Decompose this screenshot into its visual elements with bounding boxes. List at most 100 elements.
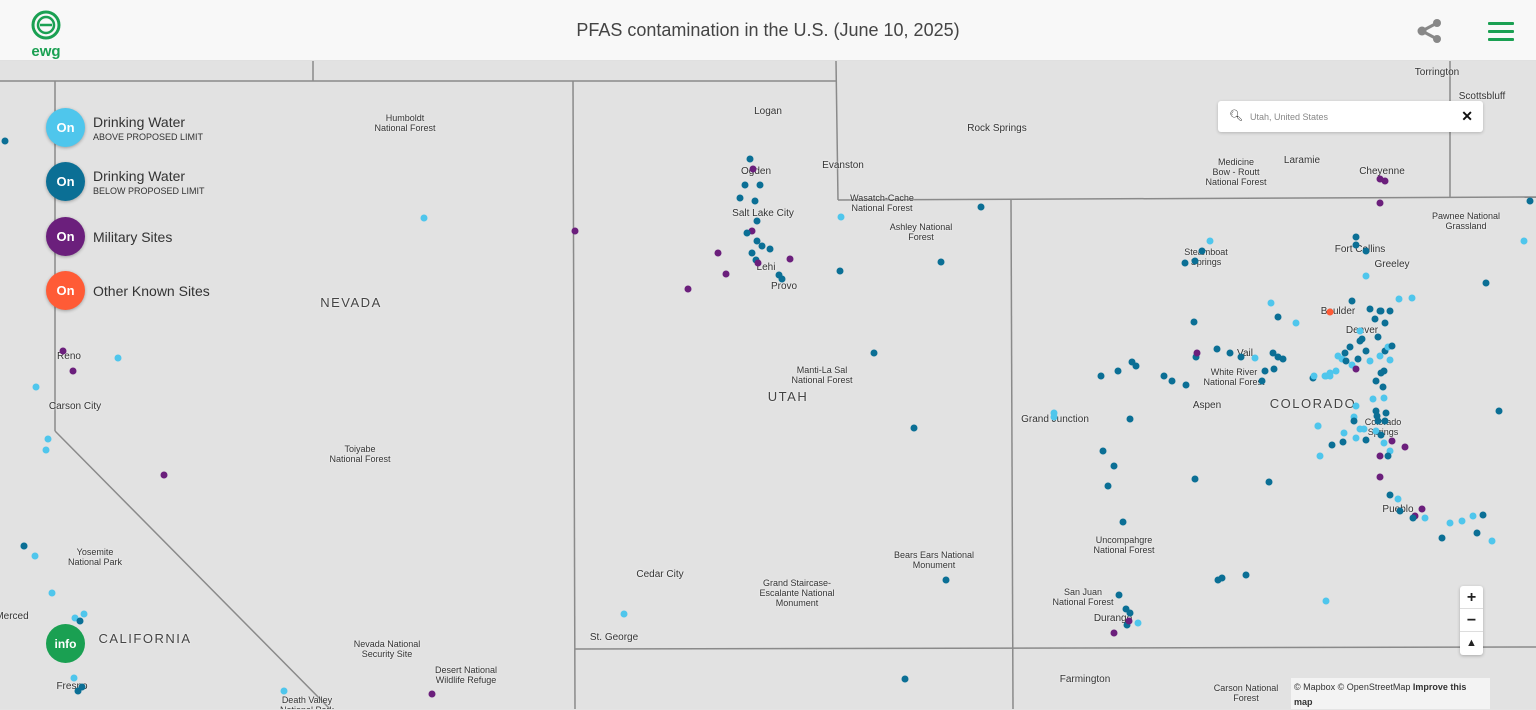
- site-dot-below-limit[interactable]: [1265, 478, 1273, 486]
- site-dot-below-limit[interactable]: [1114, 367, 1122, 375]
- legend-below-limit[interactable]: On Drinking Water BELOW PROPOSED LIMIT: [46, 162, 205, 201]
- site-dot-below-limit[interactable]: [1181, 259, 1189, 267]
- site-dot-below-limit[interactable]: [1362, 247, 1370, 255]
- site-dot-below-limit[interactable]: [870, 349, 878, 357]
- site-dot-military[interactable]: [1381, 177, 1389, 185]
- site-dot-below-limit[interactable]: [1377, 431, 1385, 439]
- site-dot-below-limit[interactable]: [1362, 436, 1370, 444]
- site-dot-below-limit[interactable]: [1214, 576, 1222, 584]
- site-dot-below-limit[interactable]: [901, 675, 909, 683]
- site-dot-above-limit[interactable]: [31, 552, 39, 560]
- site-dot-military[interactable]: [786, 255, 794, 263]
- site-dot-above-limit[interactable]: [1348, 361, 1356, 369]
- site-dot-below-limit[interactable]: [753, 237, 761, 245]
- site-dot-below-limit[interactable]: [1409, 514, 1417, 522]
- site-dot-above-limit[interactable]: [1134, 619, 1142, 627]
- site-dot-below-limit[interactable]: [1182, 381, 1190, 389]
- site-dot-below-limit[interactable]: [1160, 372, 1168, 380]
- site-dot-below-limit[interactable]: [1341, 349, 1349, 357]
- site-dot-above-limit[interactable]: [1332, 367, 1340, 375]
- site-dot-military[interactable]: [69, 367, 77, 375]
- site-dot-below-limit[interactable]: [1482, 279, 1490, 287]
- site-dot-above-limit[interactable]: [1310, 372, 1318, 380]
- site-dot-below-limit[interactable]: [1495, 407, 1503, 415]
- site-dot-below-limit[interactable]: [1218, 574, 1226, 582]
- site-dot-above-limit[interactable]: [1366, 357, 1374, 365]
- site-dot-below-limit[interactable]: [1261, 367, 1269, 375]
- site-dot-above-limit[interactable]: [114, 354, 122, 362]
- site-dot-below-limit[interactable]: [1242, 571, 1250, 579]
- site-dot-above-limit[interactable]: [80, 610, 88, 618]
- share-icon[interactable]: [1416, 17, 1444, 45]
- site-dot-above-limit[interactable]: [71, 614, 79, 622]
- site-dot-above-limit[interactable]: [1356, 425, 1364, 433]
- site-dot-above-limit[interactable]: [1316, 452, 1324, 460]
- site-dot-above-limit[interactable]: [1292, 319, 1300, 327]
- site-dot-below-limit[interactable]: [1339, 438, 1347, 446]
- site-dot-above-limit[interactable]: [1458, 517, 1466, 525]
- site-dot-above-limit[interactable]: [1386, 447, 1394, 455]
- site-dot-below-limit[interactable]: [1099, 447, 1107, 455]
- site-dot-military[interactable]: [748, 227, 756, 235]
- site-dot-below-limit[interactable]: [1122, 605, 1130, 613]
- site-dot-below-limit[interactable]: [1190, 318, 1198, 326]
- site-dot-above-limit[interactable]: [620, 610, 628, 618]
- site-dot-below-limit[interactable]: [1269, 349, 1277, 357]
- site-dot-below-limit[interactable]: [1372, 407, 1380, 415]
- site-dot-above-limit[interactable]: [42, 446, 50, 454]
- site-dot-below-limit[interactable]: [736, 194, 744, 202]
- site-dot-military[interactable]: [571, 227, 579, 235]
- site-dot-below-limit[interactable]: [1396, 507, 1404, 515]
- site-dot-above-limit[interactable]: [1314, 422, 1322, 430]
- site-dot-military[interactable]: [1376, 175, 1384, 183]
- toggle-below-limit[interactable]: On: [46, 162, 85, 201]
- site-dot-above-limit[interactable]: [1520, 237, 1528, 245]
- site-dot-above-limit[interactable]: [1322, 372, 1330, 380]
- site-dot-below-limit[interactable]: [1270, 365, 1278, 373]
- site-dot-below-limit[interactable]: [1379, 383, 1387, 391]
- site-dot-below-limit[interactable]: [1274, 353, 1282, 361]
- site-dot-above-limit[interactable]: [1340, 429, 1348, 437]
- site-dot-above-limit[interactable]: [1352, 402, 1360, 410]
- site-dot-above-limit[interactable]: [1394, 495, 1402, 503]
- site-dot-below-limit[interactable]: [1386, 491, 1394, 499]
- site-dot-above-limit[interactable]: [1050, 413, 1058, 421]
- site-dot-below-limit[interactable]: [1, 137, 9, 145]
- site-dot-below-limit[interactable]: [743, 229, 751, 237]
- site-dot-below-limit[interactable]: [1126, 609, 1134, 617]
- map-canvas[interactable]: Torrington Scottsbluff Humboldt National F…: [0, 61, 1536, 709]
- site-dot-military[interactable]: [1376, 473, 1384, 481]
- site-dot-military[interactable]: [684, 285, 692, 293]
- site-dot-military[interactable]: [1401, 443, 1409, 451]
- site-dot-below-limit[interactable]: [1473, 529, 1481, 537]
- site-dot-military[interactable]: [1352, 365, 1360, 373]
- site-dot-below-limit[interactable]: [1372, 377, 1380, 385]
- search-input[interactable]: Utah, United States: [1250, 112, 1329, 122]
- site-dot-above-limit[interactable]: [70, 674, 78, 682]
- site-dot-below-limit[interactable]: [1366, 305, 1374, 313]
- clear-search-button[interactable]: ✕: [1461, 108, 1473, 124]
- site-dot-military[interactable]: [1193, 349, 1201, 357]
- site-dot-below-limit[interactable]: [1258, 377, 1266, 385]
- site-dot-below-limit[interactable]: [74, 687, 82, 695]
- site-dot-below-limit[interactable]: [1352, 241, 1360, 249]
- site-dot-below-limit[interactable]: [1123, 621, 1131, 629]
- site-dot-above-limit[interactable]: [1050, 409, 1058, 417]
- site-dot-above-limit[interactable]: [1322, 597, 1330, 605]
- site-dot-below-limit[interactable]: [758, 242, 766, 250]
- ewg-logo[interactable]: ewg: [29, 10, 63, 59]
- site-dot-below-limit[interactable]: [766, 245, 774, 253]
- site-dot-above-limit[interactable]: [1386, 356, 1394, 364]
- site-dot-below-limit[interactable]: [1274, 313, 1282, 321]
- info-button[interactable]: info: [46, 624, 85, 663]
- site-dot-below-limit[interactable]: [1115, 591, 1123, 599]
- site-dot-below-limit[interactable]: [751, 197, 759, 205]
- site-dot-military[interactable]: [749, 165, 757, 173]
- site-dot-below-limit[interactable]: [1128, 358, 1136, 366]
- site-dot-above-limit[interactable]: [1267, 299, 1275, 307]
- site-dot-above-limit[interactable]: [1334, 352, 1342, 360]
- site-dot-above-limit[interactable]: [1338, 355, 1346, 363]
- osm-link[interactable]: © OpenStreetMap: [1337, 682, 1411, 692]
- toggle-other[interactable]: On: [46, 271, 85, 310]
- site-dot-above-limit[interactable]: [1362, 272, 1370, 280]
